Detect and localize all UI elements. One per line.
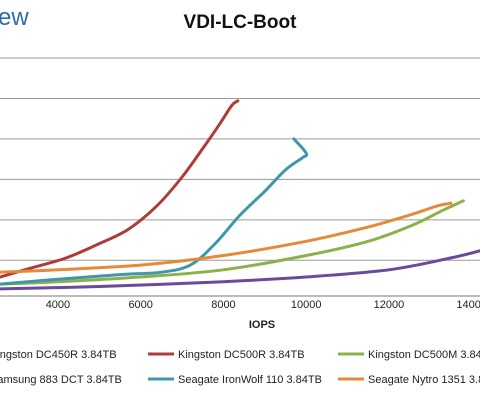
x-tick-labels: 4000 6000 8000 10000 12000 14000 (46, 299, 480, 311)
x-tick-label: 10000 (291, 299, 322, 311)
series-lines (0, 99, 480, 291)
legend-label: Samsung 883 DCT 3.84TB (0, 374, 122, 386)
legend-label: Kingston DC500M 3.84TB (368, 349, 480, 361)
gridlines (0, 57, 480, 261)
x-tick-label: 4000 (46, 299, 70, 311)
x-tick-label: 8000 (211, 299, 235, 311)
x-tick-label: 12000 (374, 299, 405, 311)
chart-title: VDI-LC-Boot (183, 12, 297, 33)
legend-label: Seagate IronWolf 110 3.84TB (178, 374, 322, 386)
x-tick-label: 6000 (128, 299, 152, 311)
series-line-1 (0, 99, 240, 279)
x-tick-label: 14000 (456, 299, 480, 311)
series-line-2 (0, 199, 465, 286)
series-line-3 (0, 249, 480, 291)
series-line-5 (0, 201, 453, 274)
legend-label: Kingston DC450R 3.84TB (0, 349, 117, 361)
legend: Kingston DC450R 3.84TB Kingston DC500R 3.… (0, 349, 480, 386)
x-axis-label: IOPS (249, 319, 275, 331)
legend-label: Kingston DC500R 3.84TB (178, 349, 305, 361)
legend-label: Seagate Nytro 1351 3.84TB (368, 374, 480, 386)
series-line-4 (0, 137, 309, 286)
brand-logo: ew (0, 4, 29, 31)
